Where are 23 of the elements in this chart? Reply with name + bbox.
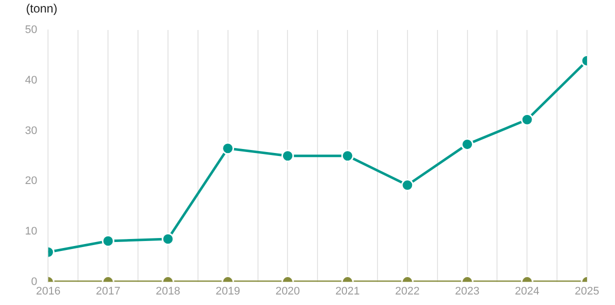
y-tick-label: 0 [31,276,38,288]
y-tick-label: 10 [24,225,38,238]
y-axis-title: (tonn) [26,1,58,16]
point [401,178,414,192]
x-tick-label: 2021 [335,285,360,298]
point [520,113,534,126]
y-tick-label: 20 [24,175,38,188]
x-tick-label: 2019 [216,285,240,298]
x-tick-label: 2024 [514,285,540,298]
x-tick-label: 2016 [36,285,60,298]
x-tick-label: 2023 [455,285,480,298]
y-tick-label: 30 [24,124,38,137]
x-tick-label: 2017 [96,285,120,298]
y-tick-label: 50 [24,24,38,36]
point [461,138,474,151]
x-tick-label: 2020 [275,285,300,298]
x-tick-label: 2025 [574,285,600,298]
x-tick-label: 2022 [395,285,420,298]
point [281,150,294,162]
point [222,142,234,155]
y-tick-label: 40 [24,74,38,86]
point [341,150,354,162]
x-tick-label: 2018 [156,285,180,298]
